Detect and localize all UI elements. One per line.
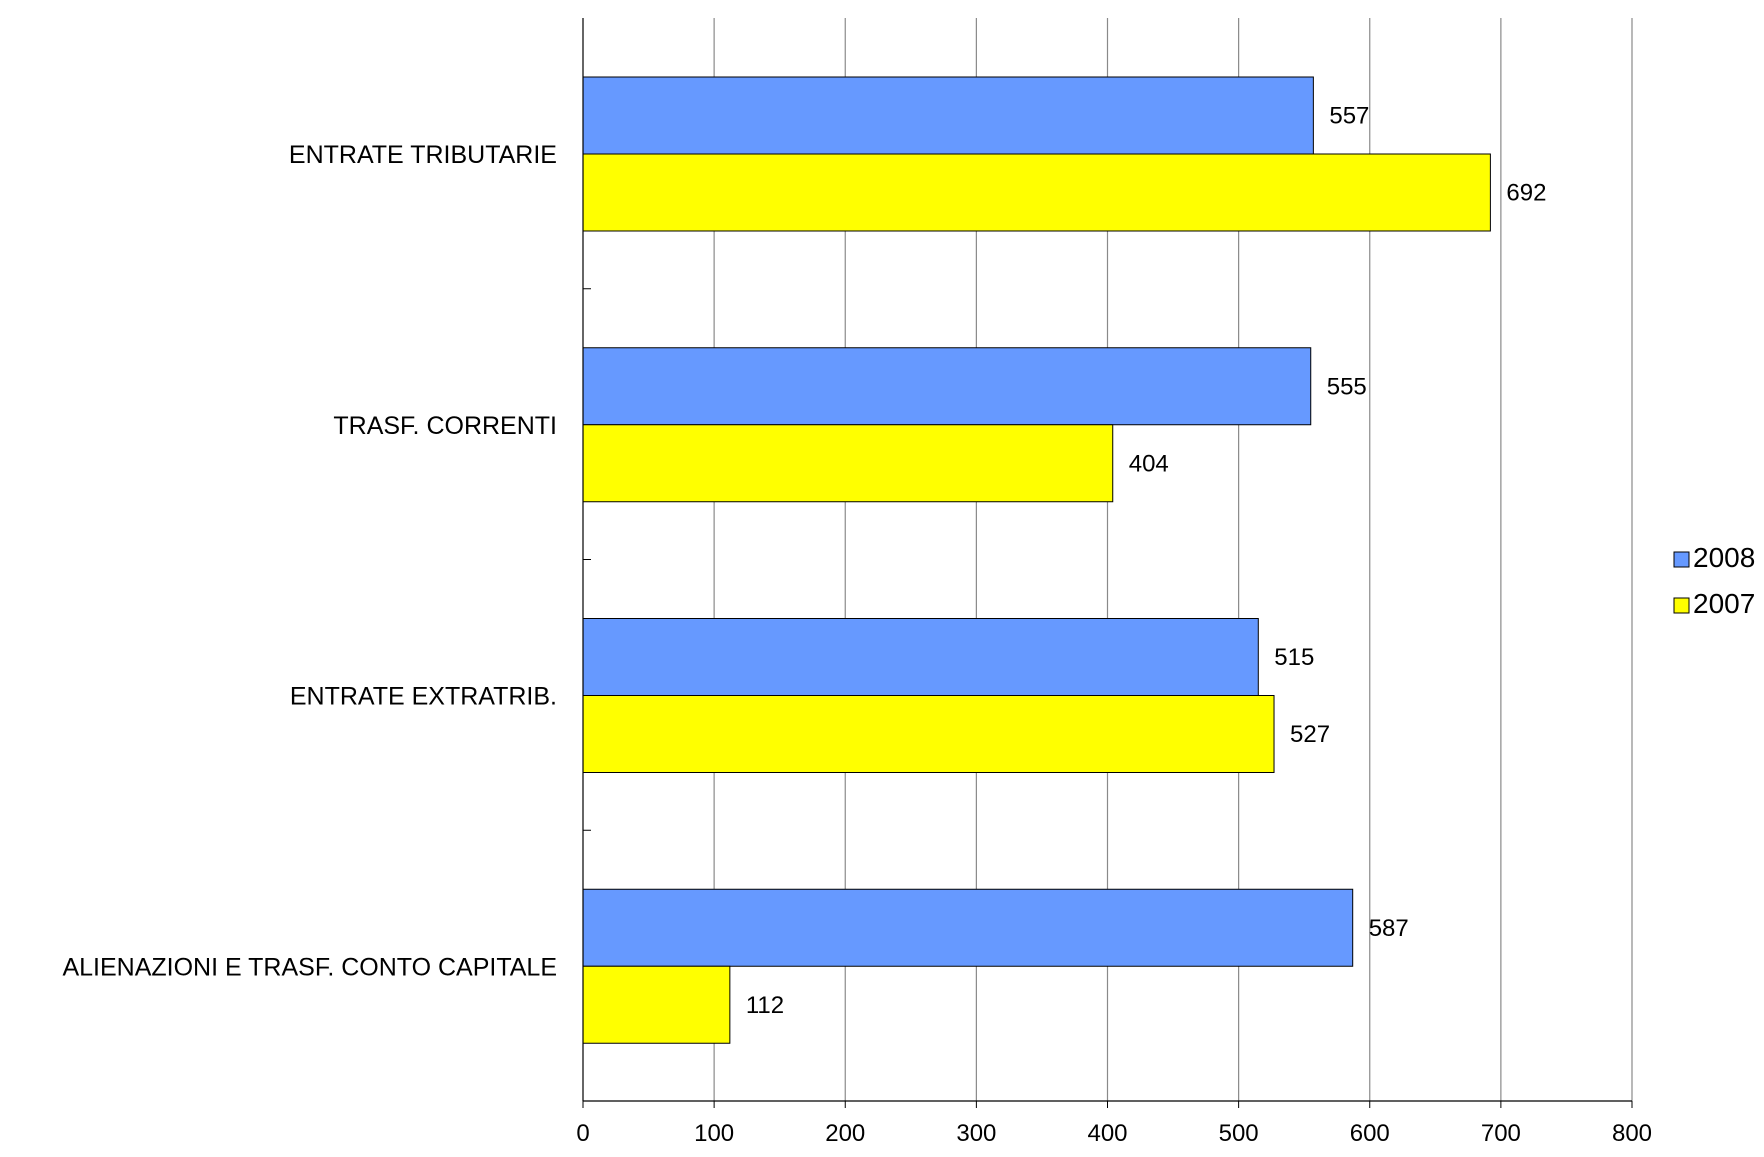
- x-tick-label: 0: [576, 1120, 589, 1147]
- legend-label: 2008: [1693, 542, 1755, 573]
- data-label: 587: [1369, 915, 1409, 942]
- x-tick-label: 500: [1219, 1120, 1259, 1147]
- bar-2008: [582, 888, 1354, 967]
- data-label: 515: [1274, 644, 1314, 671]
- category-label: ALIENAZIONI E TRASF. CONTO CAPITALE: [62, 953, 557, 981]
- legend: 2008 2007: [1673, 542, 1755, 619]
- data-label: 557: [1329, 103, 1369, 130]
- bar-2008: [582, 347, 1312, 426]
- legend-swatch-2008: [1673, 551, 1690, 568]
- x-tick-label: 200: [825, 1120, 865, 1147]
- data-label: 527: [1290, 721, 1330, 748]
- x-tick-label: 700: [1481, 1120, 1521, 1147]
- data-label: 404: [1129, 450, 1169, 477]
- bar-2008: [582, 76, 1314, 155]
- bar-2007: [582, 965, 731, 1044]
- bars: [582, 76, 1491, 1044]
- x-tick-label: 800: [1612, 1120, 1652, 1147]
- bar-2007: [582, 153, 1491, 232]
- x-tick-label: 100: [694, 1120, 734, 1147]
- category-label: TRASF. CORRENTI: [333, 412, 557, 440]
- data-label: 555: [1327, 373, 1367, 400]
- bar-2007: [582, 695, 1275, 773]
- category-label: ENTRATE TRIBUTARIE: [289, 141, 557, 169]
- legend-swatch-2007: [1673, 597, 1690, 614]
- labels: 0 100 200 300 400 500 600 700 800 557 692 ENTRATE T…: [62, 103, 1652, 1148]
- bar-2007: [582, 424, 1114, 503]
- bar-2008: [582, 618, 1259, 696]
- x-tick-label: 400: [1087, 1120, 1127, 1147]
- data-label: 692: [1506, 180, 1546, 207]
- category-label: ENTRATE EXTRATRIB.: [290, 683, 557, 711]
- legend-label: 2007: [1693, 588, 1755, 619]
- data-label: 112: [746, 992, 784, 1019]
- x-tick-label: 300: [956, 1120, 996, 1147]
- x-tick-label: 600: [1350, 1120, 1390, 1147]
- axes: [582, 18, 1633, 1108]
